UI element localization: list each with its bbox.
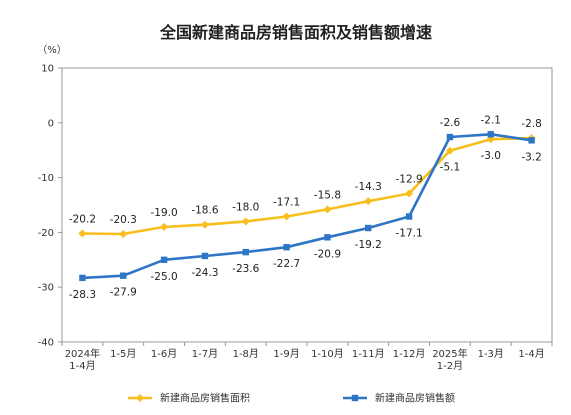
data-label: -3.2 <box>521 151 542 163</box>
x-tick-label: 1-5月 <box>110 348 136 360</box>
y-tick-label: 10 <box>41 64 54 75</box>
data-point <box>78 229 87 238</box>
data-label: -22.7 <box>273 258 300 270</box>
x-tick-label: 1-2月 <box>437 360 463 372</box>
data-label: -2.6 <box>440 117 461 129</box>
data-label: -2.8 <box>521 118 542 130</box>
data-label: -18.6 <box>191 205 218 217</box>
legend-item: 新建商品房销售额 <box>343 392 455 405</box>
data-label: -15.8 <box>314 189 341 201</box>
data-label: -17.1 <box>395 228 422 240</box>
data-point <box>119 230 128 239</box>
x-tick-label: 1-8月 <box>233 348 259 360</box>
y-tick-label: 0 <box>48 118 54 129</box>
y-tick-label: -30 <box>38 283 54 294</box>
x-tick-label: 1-3月 <box>478 348 504 360</box>
data-point <box>405 189 414 198</box>
plot-frame <box>61 67 553 343</box>
data-label: -12.9 <box>395 173 422 185</box>
data-label: -25.0 <box>150 271 177 283</box>
data-label: -5.1 <box>440 162 461 174</box>
x-tick-label: 1-12月 <box>393 348 426 360</box>
series-layer: -20.2 -20.3 -19.0 -18.6 -18.0 -17.1 -15.8 -14.3… <box>69 114 542 301</box>
series-line-0 <box>82 136 532 236</box>
data-point <box>120 272 127 279</box>
data-point <box>242 248 249 256</box>
legend-marker <box>136 394 144 402</box>
data-point <box>324 234 331 241</box>
data-point <box>364 197 373 206</box>
data-point <box>160 222 169 231</box>
x-tick-label: 1-6月 <box>151 348 177 360</box>
series-line-1 <box>82 133 532 280</box>
y-tick-label: -10 <box>38 173 54 184</box>
data-point <box>405 213 413 220</box>
x-tick-label: 1-10月 <box>311 348 344 360</box>
data-point <box>282 212 291 221</box>
legend: 新建商品房销售面积 新建商品房销售额 <box>128 392 455 405</box>
x-tick-label: 1-4月 <box>69 360 95 372</box>
data-point <box>365 224 372 232</box>
data-point <box>241 217 250 226</box>
data-point <box>446 133 454 141</box>
data-label: -19.0 <box>150 207 177 219</box>
data-label: -20.9 <box>314 248 341 260</box>
legend-item: 新建商品房销售面积 <box>128 392 250 405</box>
data-point <box>487 131 494 138</box>
y-axis: 10 0 -10 -20 -30 -40 <box>38 64 62 349</box>
chart-title: 全国新建商品房销售面积及销售额增速 <box>159 23 432 42</box>
data-label: -27.9 <box>110 287 137 299</box>
legend-label: 新建商品房销售额 <box>375 392 455 405</box>
data-point <box>323 205 332 214</box>
data-label: -3.0 <box>481 150 502 162</box>
legend-label: 新建商品房销售面积 <box>160 392 250 405</box>
y-tick-label: -20 <box>38 228 54 239</box>
data-label: -20.3 <box>110 214 137 226</box>
x-tick-label: 2024年 <box>65 347 100 360</box>
x-tick-label: 1-4月 <box>518 348 544 360</box>
data-label: -2.1 <box>481 114 502 126</box>
data-point <box>201 252 209 260</box>
data-label: -28.3 <box>69 289 96 301</box>
data-point <box>200 220 209 229</box>
data-label: -14.3 <box>355 181 382 193</box>
data-label: -17.1 <box>273 197 300 209</box>
x-tick-label: 1-9月 <box>273 348 299 360</box>
data-label: -23.6 <box>232 263 259 275</box>
data-label: -24.3 <box>191 267 218 279</box>
x-tick-label: 1-11月 <box>352 348 385 360</box>
data-point <box>160 256 168 263</box>
data-point <box>445 146 454 155</box>
x-tick-label: 2025年 <box>432 347 467 360</box>
legend-marker <box>351 394 359 402</box>
data-label: -20.2 <box>69 213 96 225</box>
data-point <box>79 274 86 282</box>
data-point <box>283 243 290 251</box>
data-point <box>528 137 535 144</box>
data-label: -19.2 <box>355 239 382 251</box>
data-label: -18.0 <box>232 201 259 213</box>
y-axis-unit: （%） <box>37 44 67 56</box>
y-tick-label: -40 <box>38 338 54 349</box>
x-tick-label: 1-7月 <box>192 348 218 360</box>
